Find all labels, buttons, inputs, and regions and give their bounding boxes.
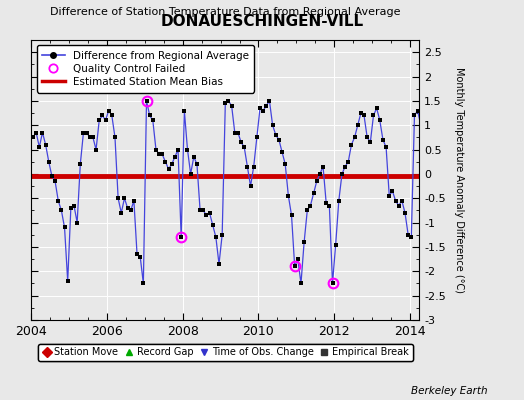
Title: Difference of Station Temperature Data from Regional Average: Difference of Station Temperature Data f… xyxy=(50,7,400,17)
Legend: Station Move, Record Gap, Time of Obs. Change, Empirical Break: Station Move, Record Gap, Time of Obs. C… xyxy=(38,344,413,361)
Text: Berkeley Earth: Berkeley Earth xyxy=(411,386,487,396)
Text: DONAUESCHINGEN-VILL: DONAUESCHINGEN-VILL xyxy=(160,14,364,29)
Y-axis label: Monthly Temperature Anomaly Difference (°C): Monthly Temperature Anomaly Difference (… xyxy=(454,67,464,293)
